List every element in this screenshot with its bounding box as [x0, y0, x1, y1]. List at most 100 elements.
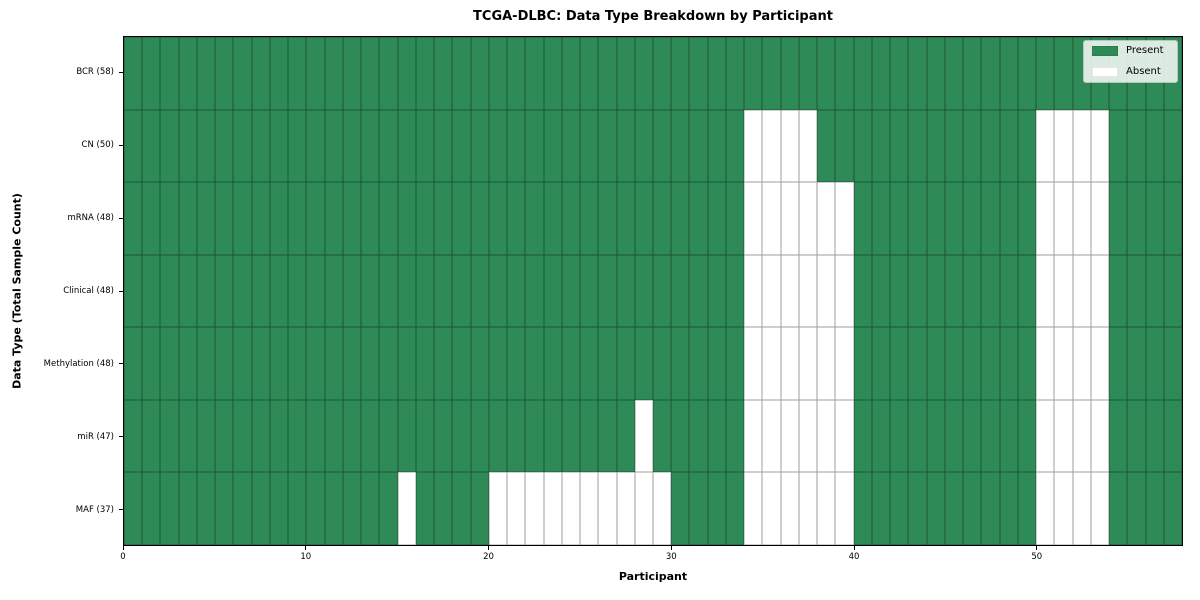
heatmap-cell	[1090, 254, 1110, 328]
heatmap-cell	[1054, 254, 1073, 328]
heatmap-cell	[780, 254, 799, 328]
heatmap-cell	[507, 254, 526, 328]
heatmap-cell	[1072, 327, 1091, 400]
heatmap-cell	[488, 327, 508, 400]
heatmap-cell	[908, 399, 927, 473]
heatmap-cell	[342, 399, 362, 473]
heatmap-cell	[324, 37, 343, 110]
heatmap-cell	[890, 37, 909, 110]
heatmap-cell	[269, 254, 289, 328]
heatmap-cell	[616, 472, 635, 545]
heatmap-cell	[160, 182, 179, 255]
heatmap-cell	[1036, 472, 1055, 545]
heatmap-cell	[689, 254, 708, 328]
heatmap-cell	[561, 109, 581, 183]
heatmap-cell	[1145, 182, 1164, 255]
x-tick-label: 40	[848, 552, 860, 562]
heatmap-cell	[707, 327, 726, 400]
heatmap-cell	[1054, 327, 1073, 400]
heatmap-cell	[124, 472, 143, 545]
heatmap-cell	[981, 182, 1000, 255]
heatmap-cell	[817, 472, 836, 545]
heatmap-cell	[507, 109, 526, 183]
heatmap-cell	[215, 37, 234, 110]
heatmap-cell	[1072, 109, 1091, 183]
heatmap-cell	[415, 109, 435, 183]
heatmap-cell	[1127, 254, 1146, 328]
heatmap-cell	[288, 109, 307, 183]
heatmap-cell	[251, 254, 270, 328]
heatmap-cell	[926, 254, 945, 328]
legend-item-absent: Absent	[1092, 67, 1169, 77]
heatmap-cell	[361, 254, 380, 328]
heatmap-cell	[580, 254, 599, 328]
heatmap-cell	[178, 182, 197, 255]
heatmap-cell	[1109, 109, 1128, 183]
heatmap-cell	[324, 472, 343, 545]
heatmap-cell	[1109, 472, 1128, 545]
heatmap-cell	[1017, 109, 1037, 183]
heatmap-cell	[598, 399, 617, 473]
heatmap-cell	[525, 399, 544, 473]
heatmap-cell	[598, 472, 617, 545]
heatmap-cell	[944, 37, 964, 110]
heatmap-cell	[233, 472, 252, 545]
legend-item-present: Present	[1092, 46, 1169, 56]
heatmap-cell	[215, 327, 234, 400]
heatmap-cell	[124, 109, 143, 183]
heatmap-cell	[160, 37, 179, 110]
heatmap-cell	[616, 37, 635, 110]
heatmap-cell	[963, 182, 982, 255]
heatmap-cell	[415, 472, 435, 545]
heatmap-cell	[434, 182, 453, 255]
heatmap-cell	[689, 399, 708, 473]
heatmap-cell	[306, 254, 325, 328]
heatmap-cell	[963, 399, 982, 473]
heatmap-cell	[963, 472, 982, 545]
heatmap-cell	[269, 472, 289, 545]
heatmap-cell	[890, 327, 909, 400]
heatmap-cell	[908, 182, 927, 255]
heatmap-cell	[1127, 399, 1146, 473]
heatmap-cell	[652, 109, 672, 183]
heatmap-cell	[780, 182, 799, 255]
heatmap-cell	[415, 254, 435, 328]
heatmap-cell	[525, 327, 544, 400]
heatmap-cell	[871, 327, 891, 400]
heatmap-cell	[269, 399, 289, 473]
heatmap-cell	[762, 37, 781, 110]
heatmap-cell	[124, 37, 143, 110]
heatmap-cell	[561, 472, 581, 545]
x-tick-mark	[853, 546, 855, 550]
x-tick-label: 0	[120, 552, 126, 562]
heatmap-cell	[671, 399, 690, 473]
heatmap-cell	[1090, 327, 1110, 400]
heatmap-cell	[871, 472, 891, 545]
legend-swatch-present	[1092, 46, 1118, 56]
heatmap-cell	[689, 472, 708, 545]
heatmap-cell	[142, 109, 161, 183]
heatmap-cell	[233, 37, 252, 110]
heatmap-cell	[835, 37, 854, 110]
heatmap-cell	[871, 254, 891, 328]
y-tick-label-mir: miR (47)	[77, 431, 114, 442]
heatmap-cell	[452, 109, 471, 183]
heatmap-cell	[1017, 327, 1037, 400]
heatmap-cell	[835, 472, 854, 545]
heatmap-cell	[397, 327, 416, 400]
heatmap-cell	[744, 472, 763, 545]
heatmap-cell	[1017, 182, 1037, 255]
heatmap-cell	[871, 37, 891, 110]
y-axis: BCR (58) CN (50) mRNA (48) Clinical (48) Met…	[0, 36, 123, 546]
heatmap-cell	[908, 472, 927, 545]
heatmap-cell	[397, 109, 416, 183]
heatmap-cell	[324, 399, 343, 473]
heatmap-cell	[397, 472, 416, 545]
heatmap-cell	[944, 182, 964, 255]
heatmap-cell	[634, 472, 653, 545]
heatmap-cell	[999, 182, 1018, 255]
heatmap-cell	[160, 399, 179, 473]
heatmap-cell	[488, 472, 508, 545]
heatmap-cell	[1109, 399, 1128, 473]
heatmap-cell	[379, 472, 398, 545]
